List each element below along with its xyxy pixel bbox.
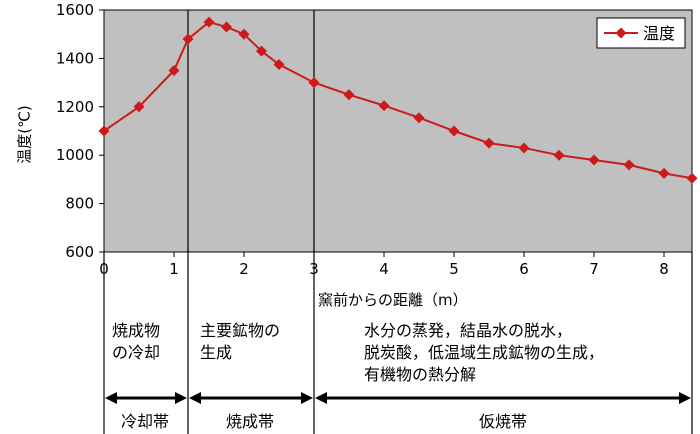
data-point (483, 137, 495, 149)
data-point (133, 101, 145, 113)
data-point (518, 142, 530, 154)
data-point (168, 65, 180, 76)
zone-arrow-head-right (301, 392, 313, 404)
y-axis: 600 800 1000 1200 1400 1600 (56, 1, 104, 261)
y-tick-label: 800 (65, 195, 94, 213)
zone-calcining-desc-line: 水分の蒸発，結晶水の脱水， (364, 321, 573, 340)
y-tick-label: 1400 (56, 49, 94, 67)
data-point (658, 167, 670, 179)
legend: 温度 (596, 17, 686, 49)
zone-arrows (105, 392, 691, 404)
zone-burning-description: 主要鉱物の 生成 (200, 320, 280, 364)
zone-calcining-desc-line: 脱炭酸，低温域生成鉱物の生成， (364, 343, 605, 362)
x-tick-label: 6 (519, 260, 529, 278)
y-tick-label: 1000 (56, 146, 94, 164)
zone-arrow-head-left (189, 392, 201, 404)
data-point (553, 149, 565, 161)
y-tick-label: 600 (65, 243, 94, 261)
data-point (221, 21, 232, 33)
data-point (343, 89, 355, 101)
zone-cooling-desc-line: の冷却 (112, 343, 161, 362)
zone-cooling-description: 焼成物 の冷却 (112, 320, 160, 364)
x-tick-label: 7 (589, 260, 599, 278)
zone-arrow-head-right (679, 392, 691, 404)
zone-calcining-description: 水分の蒸発，結晶水の脱水， 脱炭酸，低温域生成鉱物の生成， 有機物の熱分解 (364, 320, 604, 386)
zone-burning-desc-line: 主要鉱物の (200, 321, 281, 340)
zone-burning-desc-line: 生成 (200, 343, 233, 362)
zone-arrow-head-left (105, 392, 117, 404)
data-point (238, 28, 250, 40)
data-point (448, 125, 460, 137)
legend-marker (615, 27, 627, 39)
legend-label: 温度 (643, 24, 675, 43)
zone-arrow-head-left (315, 392, 327, 404)
data-point (623, 159, 635, 171)
zone-burning-name: 焼成帯 (225, 412, 274, 431)
x-axis-title: 窯前からの距離（m） (318, 291, 468, 309)
zone-calcining-desc-line: 有機物の熱分解 (364, 365, 477, 384)
x-tick-label: 8 (659, 260, 669, 278)
x-tick-label: 2 (239, 260, 249, 278)
x-axis: 012345678 (99, 252, 669, 278)
data-point (256, 45, 267, 57)
data-point (588, 154, 600, 166)
x-tick-label: 1 (169, 260, 179, 278)
data-point (273, 58, 285, 70)
x-tick-label: 5 (449, 260, 459, 278)
plot-area (103, 9, 693, 253)
zone-cooling-desc-line: 焼成物 (112, 321, 161, 340)
data-point (413, 112, 425, 124)
x-tick-label: 4 (379, 260, 389, 278)
data-point (686, 172, 698, 184)
data-point (182, 33, 194, 45)
y-tick-label: 1600 (56, 1, 94, 19)
zone-calcining-name: 仮焼帯 (478, 412, 527, 431)
y-tick-label: 1200 (56, 98, 94, 116)
zone-cooling-name: 冷却帯 (120, 412, 169, 431)
data-point (98, 125, 110, 137)
data-point (308, 77, 320, 89)
data-point (203, 16, 215, 28)
data-point (378, 100, 390, 112)
zone-arrow-head-right (175, 392, 187, 404)
y-axis-title: 温度(℃) (15, 105, 34, 164)
temperature-series (98, 16, 698, 184)
